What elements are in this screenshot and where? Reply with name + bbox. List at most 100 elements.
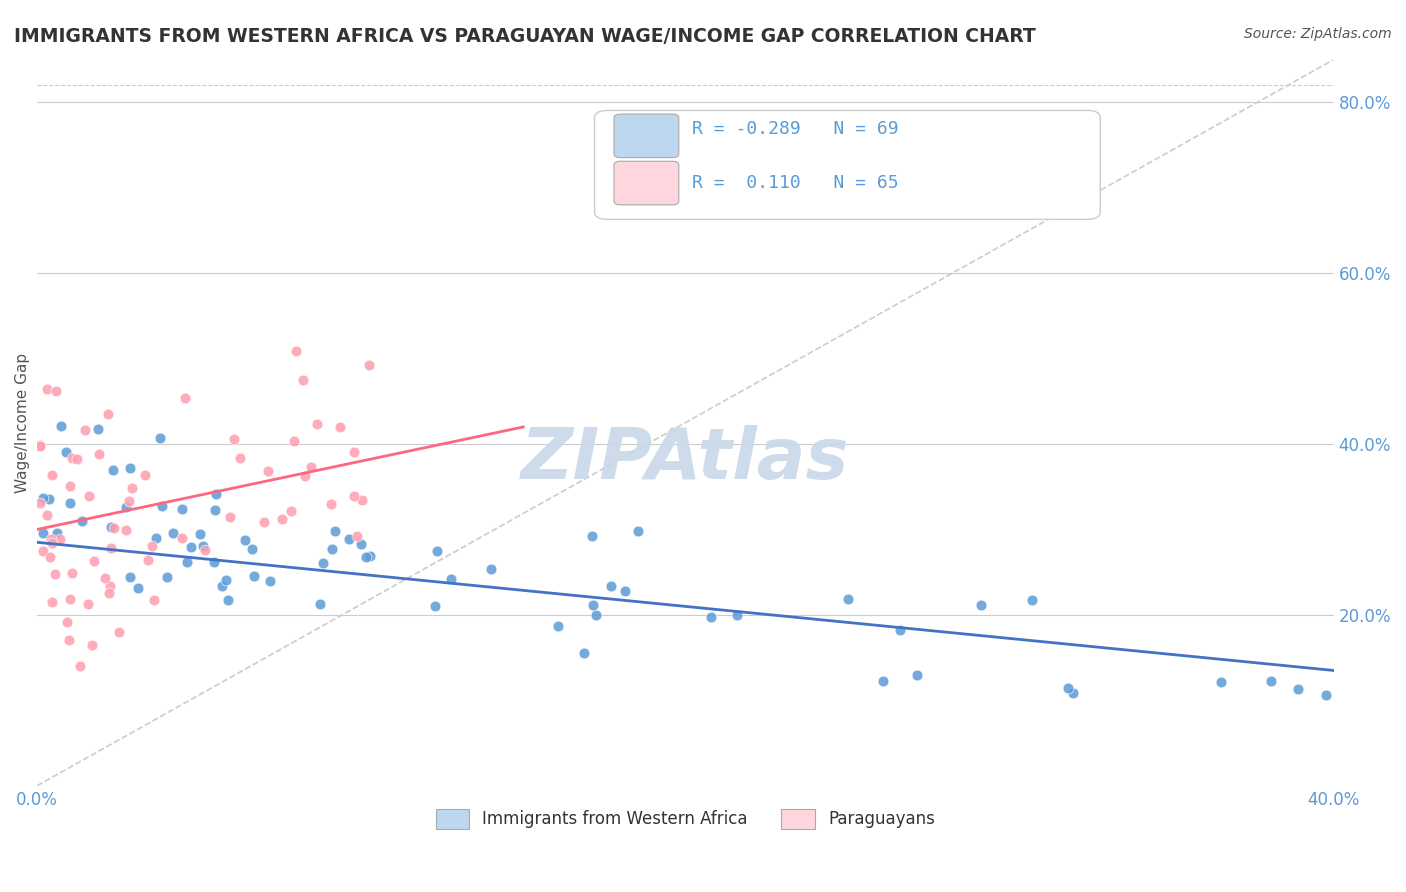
Point [77, 597, 100, 611]
Point [172, 531, 194, 545]
Point [581, 529, 603, 543]
Point [614, 583, 637, 598]
Point [194, 542, 217, 557]
Point [218, 510, 240, 524]
FancyBboxPatch shape [595, 111, 1101, 219]
Point [1286, 681, 1309, 696]
Point [37, 382, 59, 396]
Point [30, 495, 52, 509]
Point [97, 586, 120, 600]
Point [211, 578, 233, 592]
Point [215, 573, 238, 587]
Point [283, 434, 305, 448]
Point [574, 646, 596, 660]
Point [291, 373, 314, 387]
Legend: Immigrants from Western Africa, Paraguayans: Immigrants from Western Africa, Paraguay… [429, 802, 942, 836]
Point [118, 494, 141, 508]
Point [143, 593, 166, 607]
Point [55, 444, 77, 458]
Point [30, 438, 52, 452]
Point [240, 541, 263, 556]
Point [162, 526, 184, 541]
Point [440, 572, 463, 586]
Point [1057, 681, 1080, 696]
Point [271, 511, 294, 525]
Point [423, 599, 446, 613]
Point [103, 521, 125, 535]
Point [346, 529, 368, 543]
Point [1021, 593, 1043, 607]
Point [284, 343, 307, 358]
Point [101, 462, 124, 476]
Point [188, 527, 211, 541]
Point [321, 497, 343, 511]
Point [70, 515, 93, 529]
Point [1062, 686, 1084, 700]
Text: IMMIGRANTS FROM WESTERN AFRICA VS PARAGUAYAN WAGE/INCOME GAP CORRELATION CHART: IMMIGRANTS FROM WESTERN AFRICA VS PARAGU… [14, 27, 1036, 45]
Point [44, 567, 66, 582]
Point [75, 423, 97, 437]
Point [280, 504, 302, 518]
Point [87, 447, 110, 461]
Point [1260, 674, 1282, 689]
Point [581, 598, 603, 612]
Point [66, 452, 89, 467]
Point [100, 519, 122, 533]
Point [150, 500, 173, 514]
Point [45, 384, 67, 398]
Point [329, 420, 352, 434]
Point [204, 503, 226, 517]
Point [176, 555, 198, 569]
Point [141, 539, 163, 553]
Point [86, 422, 108, 436]
Y-axis label: Wage/Income Gap: Wage/Income Gap [15, 352, 30, 492]
Text: Source: ZipAtlas.com: Source: ZipAtlas.com [1244, 27, 1392, 41]
Point [299, 459, 322, 474]
Point [38, 491, 60, 506]
Point [905, 668, 928, 682]
Point [115, 500, 138, 514]
Point [59, 479, 82, 493]
Point [837, 591, 859, 606]
Point [59, 592, 82, 607]
Point [108, 624, 131, 639]
Point [257, 463, 280, 477]
Point [56, 615, 79, 630]
Point [243, 569, 266, 583]
Point [426, 544, 449, 558]
Point [32, 543, 55, 558]
FancyBboxPatch shape [614, 161, 679, 205]
Point [30, 439, 52, 453]
Point [872, 674, 894, 689]
Point [121, 481, 143, 495]
Point [98, 579, 121, 593]
Point [343, 445, 366, 459]
Point [172, 501, 194, 516]
Point [149, 431, 172, 445]
Point [39, 549, 62, 564]
Point [294, 469, 316, 483]
Point [253, 516, 276, 530]
Point [309, 597, 332, 611]
Point [145, 531, 167, 545]
Point [547, 619, 569, 633]
Point [311, 556, 333, 570]
Point [600, 579, 623, 593]
Point [83, 554, 105, 568]
Point [307, 417, 329, 432]
Point [321, 542, 343, 557]
Point [205, 486, 228, 500]
Point [45, 525, 67, 540]
Point [118, 569, 141, 583]
Point [337, 533, 360, 547]
Point [35, 508, 58, 523]
Point [41, 536, 63, 550]
Point [180, 541, 202, 555]
Point [134, 468, 156, 483]
Point [100, 541, 122, 555]
Point [39, 532, 62, 546]
Point [59, 496, 82, 510]
Point [69, 659, 91, 673]
Point [77, 489, 100, 503]
Point [191, 539, 214, 553]
